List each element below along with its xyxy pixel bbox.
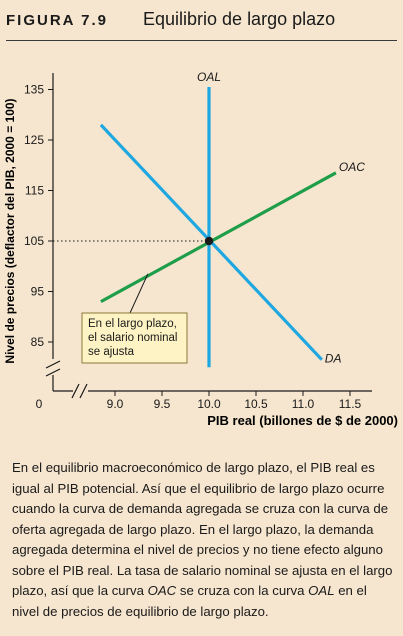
annotation-line: el salario nominal — [88, 332, 178, 344]
x-tick-label: 9.5 — [154, 397, 171, 411]
y-tick-label: 85 — [31, 335, 45, 349]
y-tick-label: 125 — [24, 133, 44, 147]
x-tick-label: 11.5 — [339, 397, 362, 411]
curve-label-oal: OAL — [197, 70, 221, 84]
caption-term: OAC — [147, 583, 177, 598]
annotation-line: En el largo plazo, — [88, 318, 177, 330]
y-tick-label: 115 — [25, 184, 44, 198]
chart-axes — [45, 73, 372, 399]
x-tick-label: 10.0 — [197, 397, 221, 411]
chart-ticks: 85 95 105 115 125 135 9.0 9.5 10.0 10.5 11.0 11.5 0 — [24, 83, 362, 412]
chart-curves: OAL OAC DA — [53, 70, 365, 368]
x-axis-label: PIB real (billones de $ de 2000) — [207, 413, 398, 428]
figure-caption: En el equilibrio macroeconómico de largo… — [12, 460, 393, 619]
y-tick-label: 105 — [24, 234, 44, 248]
figure-title: Equilibrio de largo plazo — [143, 9, 336, 29]
y-tick-label: 135 — [24, 83, 44, 97]
x-axis-break — [71, 383, 88, 399]
figure-label: FIGURA 7.9 — [6, 12, 108, 29]
annotation-box — [81, 312, 188, 364]
figure-header: FIGURA 7.9 Equilibrio de largo plazo — [0, 0, 403, 40]
equilibrium-point — [204, 236, 214, 246]
origin-label: 0 — [36, 397, 43, 411]
curve-label-da: DA — [325, 352, 342, 366]
x-tick-label: 9.0 — [107, 397, 124, 411]
y-axis-label: Nivel de precios (deflactor del PIB, 200… — [3, 98, 17, 363]
annotation-line: se ajusta — [88, 346, 135, 358]
x-tick-label: 11.0 — [292, 397, 315, 411]
caption-term: OAL — [308, 583, 335, 598]
y-axis-break — [45, 360, 61, 377]
x-tick-label: 10.5 — [244, 397, 268, 411]
header-divider — [6, 40, 397, 41]
curve-label-oac: OAC — [339, 160, 365, 174]
curve-oac — [100, 171, 337, 304]
chart-annotation: En el largo plazo, el salario nominal se a… — [81, 273, 188, 364]
annotation-leader — [129, 273, 149, 314]
y-tick-label: 95 — [31, 285, 45, 299]
